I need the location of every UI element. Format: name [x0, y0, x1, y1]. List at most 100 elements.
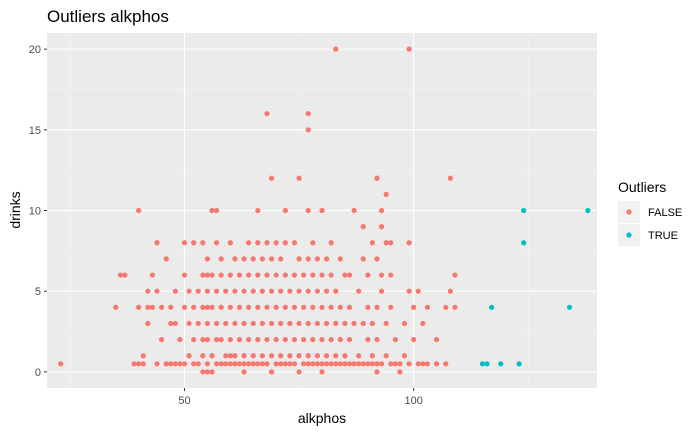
data-point-false [328, 304, 334, 310]
data-point-false [246, 304, 252, 310]
data-point-false [305, 111, 311, 117]
data-point-false [255, 207, 261, 214]
data-point-false [227, 353, 233, 359]
data-point-false [213, 288, 220, 294]
data-point-false [369, 320, 376, 327]
data-point-false [223, 288, 229, 294]
data-point-false [337, 256, 343, 262]
data-point-true [516, 361, 522, 367]
data-point-false [388, 361, 394, 367]
data-point-false [282, 361, 288, 367]
data-point-false [246, 336, 252, 343]
data-point-false [424, 304, 431, 310]
data-point-false [278, 256, 284, 262]
data-point-false [287, 320, 293, 327]
data-point-false [443, 304, 449, 310]
data-point-false [218, 304, 224, 310]
data-point-false [259, 320, 266, 327]
data-point-false [305, 207, 311, 214]
data-point-false [378, 361, 385, 367]
data-point-false [145, 304, 151, 310]
data-point-false [236, 272, 243, 278]
data-point-false [360, 256, 366, 262]
data-point-false [360, 361, 366, 367]
data-point-false [227, 361, 233, 367]
data-point-false [305, 288, 311, 294]
data-point-false [204, 369, 211, 375]
data-point-false [140, 353, 146, 359]
data-point-false [227, 240, 233, 246]
data-points [58, 46, 591, 375]
data-point-false [186, 320, 192, 327]
y-tick-label: 15 [29, 125, 41, 137]
data-point-false [255, 304, 261, 310]
data-point-false [323, 256, 330, 262]
data-point-false [268, 256, 275, 262]
data-point-false [113, 304, 119, 310]
data-point-false [342, 320, 348, 327]
data-point-false [365, 272, 371, 278]
data-point-false [259, 353, 266, 359]
data-point-false [291, 336, 298, 343]
data-point-false [415, 288, 421, 294]
data-point-true [479, 361, 486, 367]
data-point-false [172, 320, 178, 327]
data-point-false [163, 256, 169, 262]
data-point-false [204, 361, 211, 367]
data-point-false [236, 304, 243, 310]
data-point-false [145, 320, 151, 327]
data-point-false [392, 361, 398, 367]
x-axis-label: alkphos [298, 410, 346, 426]
data-point-false [204, 256, 211, 262]
data-point-false [323, 361, 330, 367]
data-point-false [255, 240, 261, 246]
data-point-false [346, 361, 353, 367]
data-point-false [282, 336, 288, 343]
data-point-true [498, 361, 504, 367]
data-point-false [310, 361, 316, 367]
data-point-false [200, 336, 206, 343]
data-point-false [319, 207, 325, 214]
data-point-false [388, 304, 394, 310]
data-point-false [406, 288, 412, 294]
data-point-false [227, 336, 233, 343]
data-point-false [314, 361, 321, 367]
data-point-false [181, 361, 188, 367]
data-point-false [204, 336, 211, 343]
data-point-false [374, 336, 380, 343]
data-point-false [287, 353, 293, 359]
data-point-true [521, 240, 527, 246]
data-point-false [213, 207, 220, 214]
legend-items: FALSE TRUE [618, 201, 682, 246]
data-point-false [246, 361, 252, 367]
data-point-false [168, 320, 174, 327]
data-point-false [200, 353, 206, 359]
data-point-false [296, 175, 302, 181]
data-point-false [218, 336, 224, 343]
data-point-false [401, 353, 408, 359]
data-point-false [158, 336, 165, 343]
data-point-false [209, 353, 215, 359]
data-point-false [323, 288, 330, 294]
data-point-false [255, 336, 261, 343]
data-point-false [447, 175, 453, 181]
data-point-false [401, 320, 408, 327]
legend-title: Outliers [618, 179, 666, 195]
data-point-false [319, 272, 325, 278]
data-point-false [305, 320, 311, 327]
data-point-false [319, 369, 325, 375]
data-point-false [452, 304, 458, 310]
data-point-false [447, 288, 453, 294]
data-point-true [488, 304, 495, 310]
data-point-false [287, 361, 293, 367]
data-point-false [232, 320, 238, 327]
data-point-false [168, 304, 174, 310]
y-tick-label: 5 [35, 286, 41, 298]
data-point-false [200, 369, 206, 375]
data-point-false [209, 272, 215, 278]
y-axis-label: drinks [7, 191, 23, 228]
data-point-false [378, 288, 385, 294]
data-point-false [411, 304, 417, 310]
data-point-false [58, 361, 64, 367]
